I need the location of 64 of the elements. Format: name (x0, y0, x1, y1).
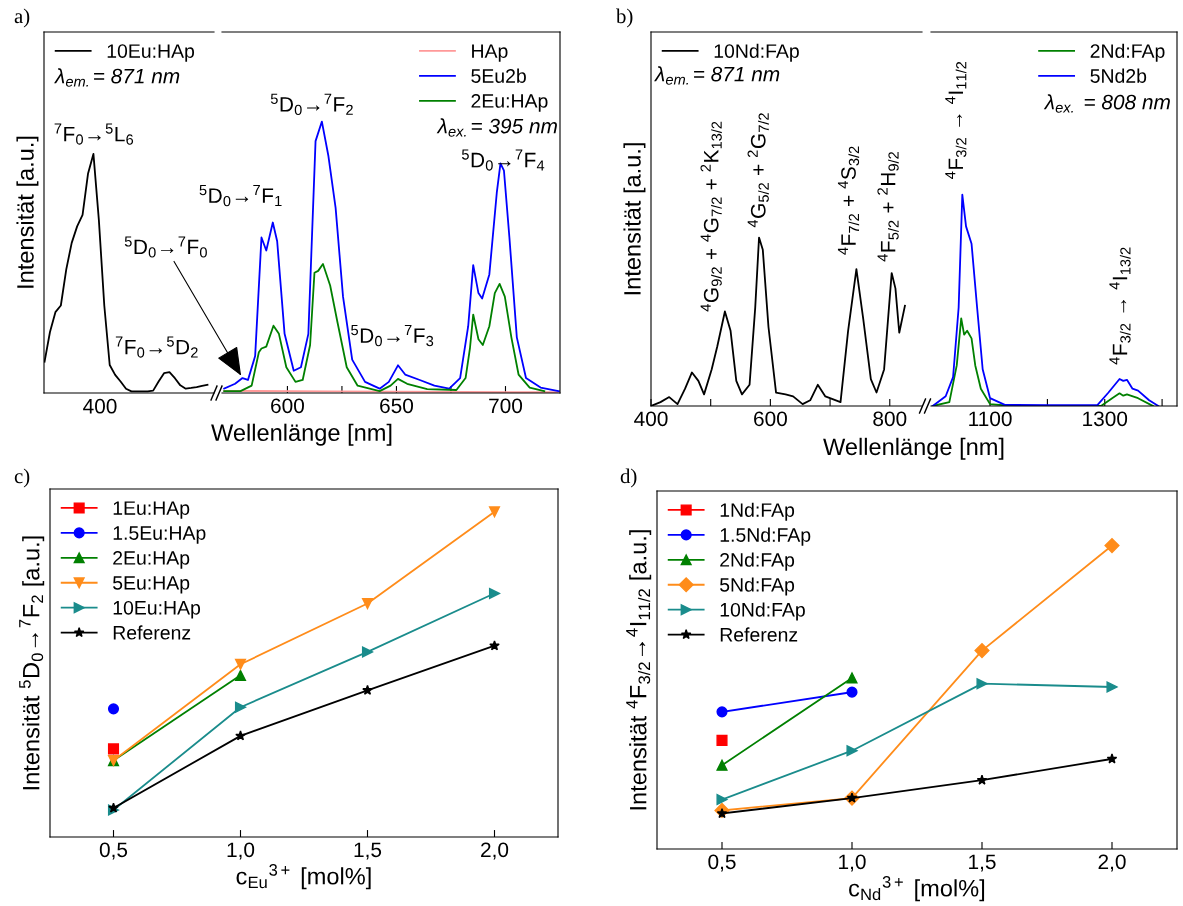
x-axis-title: Wellenlänge [nm] (823, 437, 1004, 460)
y-axis-title: Intensität [a.u.] (623, 143, 646, 295)
x-tick-label: 700 (489, 398, 523, 414)
annotation: $^{5}$D$_{0}$→$^{7}$F$_{2}$ (270, 93, 353, 115)
legend-label: 5Nd2b (1090, 68, 1147, 83)
x-tick-label: 800 (873, 411, 907, 427)
y-axis-title: Intensität [a.u.] (16, 136, 39, 288)
x-tick-label: 1,5 (354, 842, 382, 860)
x-axis-title: c$_{Eu}$$^{3+}$ [mol%] (236, 864, 371, 890)
legend-label: 5Eu2b (471, 68, 526, 83)
text: λ$_{ex.}$ = 808 nm (1043, 94, 1170, 113)
x-tick-label: 400 (634, 411, 668, 427)
legend-label: 1.5Eu:HAp (113, 526, 206, 544)
text: Intensität $^{4}$F$_{3/2}$→$^{4}$I$_{11/2}$ [a.u.] (626, 530, 652, 810)
text: c) (14, 468, 30, 488)
legend-label: 10Eu:HAp (107, 44, 195, 62)
legend-label: 1Eu:HAp (113, 501, 190, 519)
x-tick-label: 1300 (1083, 411, 1128, 427)
legend-label: 10Nd:FAp (720, 602, 805, 621)
annotation: $^{7}$F$_{0}$→$^{5}$D$_{2}$ (115, 336, 198, 358)
x-tick-label: 600 (271, 398, 304, 414)
x-tick-label: 2,0 (481, 842, 509, 860)
text: $^{4}$G$_{9/2}$ + $^{4}$G$_{7/2}$ + $^{2}$K$_{13/2}$ (700, 121, 722, 312)
text: $^{7}$F$_{0}$→$^{5}$L$_{6}$ (54, 123, 134, 145)
legend-label: HAp (472, 44, 508, 62)
annotation: $^{4}$F$_{3/2}$ → $^{4}$I$_{11/2}$ (945, 61, 967, 179)
text: λ$_{em.}$= 871 nm (54, 68, 180, 87)
text: λ$_{em.}$= 871 nm (654, 66, 780, 85)
legend-label: 10Eu:HAp (113, 600, 201, 619)
legend-label: 2Nd:FAp (720, 552, 795, 571)
x-tick-label: 650 (380, 398, 414, 414)
x-axis-title: c$_{Nd}$$^{3+}$ [mol%] (849, 876, 985, 902)
annotation: $^{4}$F$_{5/2}$ + $^{2}$H$_{9/2}$ (877, 152, 899, 262)
legend-label: Referenz (113, 625, 191, 640)
text: b) (616, 8, 633, 28)
x-tick-label: 0,5 (708, 854, 736, 872)
x-tick-label: 600 (754, 411, 787, 427)
annotation: $^{4}$G$_{5/2}$ + $^{2}$G$_{7/2}$ (747, 113, 769, 228)
x-axis-title: Wellenlänge [nm] (211, 423, 392, 446)
x-tick-label: 1,0 (839, 854, 866, 872)
annotation: $^{5}$D$_{0}$→$^{7}$F$_{3}$ (351, 325, 434, 347)
x-tick-label: 2,0 (1098, 854, 1126, 872)
x-tick-label: 0,5 (99, 842, 128, 860)
legend-label: 10Nd:FAp (714, 43, 799, 62)
legend-label: 5Nd:FAp (720, 577, 795, 596)
annotation: $^{4}$F$_{3/2}$ → $^{4}$I$_{13/2}$ (1109, 247, 1131, 365)
annotation: $^{5}$D$_{0}$→$^{7}$F$_{1}$ (199, 185, 282, 207)
text: a) (14, 8, 30, 28)
legend-label: 1Nd:FAp (720, 502, 795, 521)
text: d) (620, 468, 637, 488)
legend-label: 2Eu:HAp (471, 94, 548, 112)
x-tick-label: 1,5 (969, 854, 996, 872)
annotation: $^{4}$F$_{7/2}$ + $^{4}$S$_{3/2}$ (837, 146, 860, 255)
annotation: $^{5}$D$_{0}$→$^{7}$F$_{4}$ (461, 149, 545, 171)
x-tick-label: 1100 (969, 411, 1012, 427)
legend-label: 5Eu:HAp (113, 576, 190, 594)
legend-label: 2Eu:HAp (113, 551, 190, 569)
text: Intensität $^{5}$D$_{0}$→$^{7}$F$_{2}$ [a.u.] (19, 536, 45, 790)
legend-label: 2Nd:FAp (1090, 43, 1165, 62)
annotation: λ$_{ex.}$= 395 nm (436, 118, 557, 137)
x-tick-label: 1,0 (227, 842, 255, 860)
annotation: $^{5}$D$_{0}$→$^{7}$F$_{0}$ (124, 236, 207, 258)
legend-label: Referenz (720, 627, 798, 642)
legend-label: 1.5Nd:FAp (720, 527, 811, 546)
